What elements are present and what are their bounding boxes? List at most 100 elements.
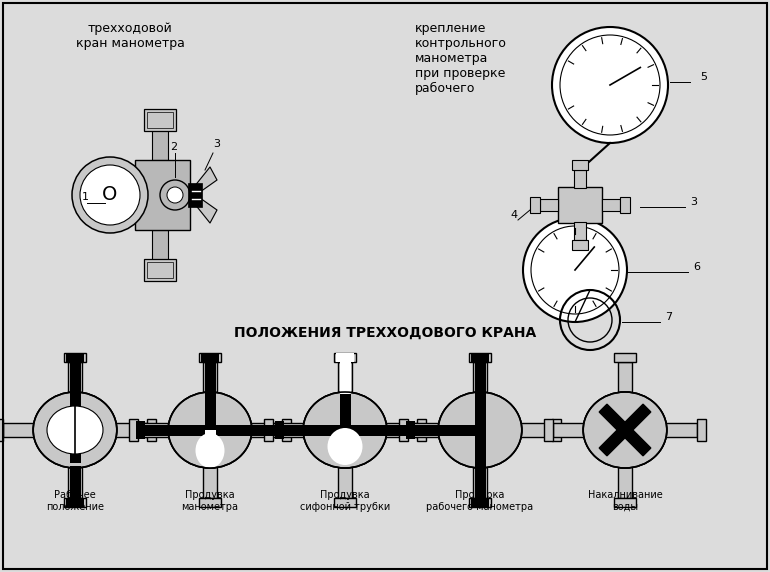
Circle shape <box>523 218 627 322</box>
Circle shape <box>160 180 190 210</box>
Circle shape <box>167 187 183 203</box>
Bar <box>144 259 176 281</box>
Bar <box>530 197 540 213</box>
Circle shape <box>552 27 668 143</box>
Ellipse shape <box>47 406 103 454</box>
Ellipse shape <box>438 392 522 468</box>
Bar <box>249 423 282 437</box>
Ellipse shape <box>196 433 225 468</box>
Bar <box>378 424 410 435</box>
Bar <box>69 394 81 423</box>
Bar <box>152 130 168 160</box>
Bar <box>205 362 216 394</box>
Bar <box>273 423 305 437</box>
Bar <box>544 419 553 441</box>
Bar <box>201 353 219 362</box>
Circle shape <box>80 165 140 225</box>
Bar <box>147 112 172 128</box>
Bar <box>69 362 81 394</box>
Bar <box>243 424 275 435</box>
Bar <box>469 353 491 362</box>
Bar <box>618 362 632 394</box>
Bar <box>340 362 350 394</box>
Polygon shape <box>599 404 651 456</box>
Bar <box>574 222 586 240</box>
Bar <box>415 424 447 435</box>
Bar <box>572 160 588 170</box>
Bar <box>199 353 221 362</box>
Text: Продувка
манометра: Продувка манометра <box>182 490 239 511</box>
Bar <box>417 419 426 441</box>
Bar <box>205 430 216 463</box>
Bar <box>618 466 632 498</box>
Text: ПОЛОЖЕНИЯ ТРЕХХОДОВОГО КРАНА: ПОЛОЖЕНИЯ ТРЕХХОДОВОГО КРАНА <box>234 326 536 340</box>
Ellipse shape <box>33 392 117 468</box>
Bar <box>602 199 620 211</box>
Bar <box>474 466 486 498</box>
Text: 4: 4 <box>510 210 517 220</box>
Bar <box>177 424 243 435</box>
Bar <box>665 423 697 437</box>
Bar <box>69 434 81 463</box>
Bar <box>188 183 202 207</box>
Bar <box>135 160 190 230</box>
Text: 5: 5 <box>700 72 707 82</box>
Bar <box>205 394 216 427</box>
Bar <box>144 109 176 131</box>
Bar <box>471 353 489 362</box>
Bar <box>469 498 491 507</box>
Bar <box>614 353 636 362</box>
Bar <box>520 423 552 437</box>
Text: 3: 3 <box>213 139 220 149</box>
Bar <box>473 466 487 498</box>
Bar <box>68 362 82 394</box>
Bar <box>145 424 177 435</box>
Ellipse shape <box>303 392 387 468</box>
Polygon shape <box>599 404 651 456</box>
Text: 7: 7 <box>665 312 672 322</box>
Ellipse shape <box>583 392 667 468</box>
Ellipse shape <box>327 428 363 465</box>
Bar <box>68 466 82 498</box>
Bar <box>66 498 84 507</box>
Bar <box>312 424 378 435</box>
Ellipse shape <box>303 392 387 468</box>
Bar <box>572 240 588 250</box>
Circle shape <box>72 157 148 233</box>
Bar <box>336 353 354 362</box>
Bar <box>334 353 356 362</box>
Ellipse shape <box>168 392 252 468</box>
Bar <box>203 466 217 498</box>
Bar <box>0 419 3 441</box>
Bar <box>614 498 636 507</box>
Bar <box>474 394 486 466</box>
Bar <box>574 170 586 188</box>
Circle shape <box>560 35 660 135</box>
Ellipse shape <box>438 392 522 468</box>
Bar <box>203 362 217 394</box>
Bar <box>473 362 487 394</box>
Bar <box>558 187 602 223</box>
Bar <box>447 424 480 435</box>
Bar <box>129 419 138 441</box>
Bar <box>115 423 147 437</box>
Bar <box>147 263 172 277</box>
Bar <box>385 423 417 437</box>
Bar <box>69 466 81 498</box>
Bar <box>338 466 352 498</box>
Text: Рабочее
положение: Рабочее положение <box>46 490 104 511</box>
Bar <box>282 419 291 441</box>
Bar <box>408 423 440 437</box>
Text: Накалнивание
воды: Накалнивание воды <box>588 490 662 511</box>
Text: 2: 2 <box>170 142 177 152</box>
Bar <box>152 230 168 260</box>
Bar <box>3 423 35 437</box>
Bar <box>399 419 408 441</box>
Bar <box>552 419 561 441</box>
Bar <box>340 394 350 427</box>
Polygon shape <box>190 167 217 192</box>
Bar <box>147 419 156 441</box>
Bar <box>334 498 356 507</box>
Bar <box>697 419 706 441</box>
Bar <box>64 353 86 362</box>
